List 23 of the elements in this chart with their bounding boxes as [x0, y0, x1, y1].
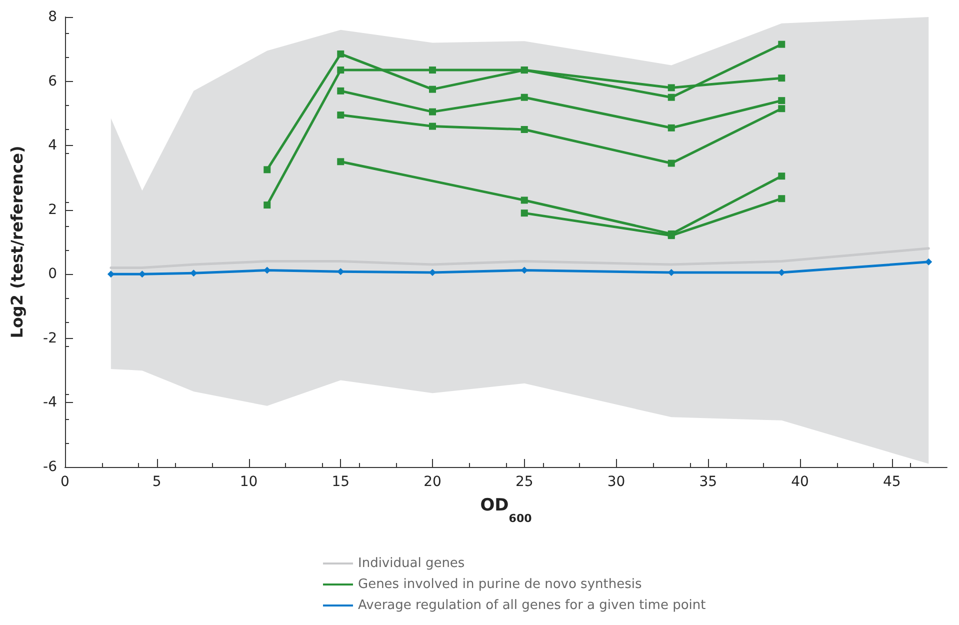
x-axis-title: OD600 [480, 496, 532, 525]
x-tick-label: 10 [240, 474, 258, 490]
y-tick-label: 6 [48, 73, 58, 90]
y-tick-label: -2 [43, 330, 57, 346]
x-tick-label: 35 [699, 474, 718, 490]
y-tick-label: -6 [43, 459, 58, 475]
x-tick-label: 0 [60, 474, 70, 490]
x-tick-label: 30 [607, 474, 626, 490]
x-tick-label: 20 [424, 474, 442, 490]
y-tick-label: -4 [43, 394, 58, 411]
legend-label: Individual genes [358, 556, 465, 571]
x-tick-label: 40 [791, 474, 809, 490]
y-tick-label: 4 [48, 138, 58, 154]
legend-label: Genes involved in purine de novo synthesis [358, 577, 642, 592]
y-tick-label: 8 [48, 9, 57, 25]
x-tick-label: 45 [882, 474, 901, 490]
legend-label: Average regulation of all genes for a given time point [358, 598, 706, 613]
x-tick-label: 5 [152, 474, 162, 490]
y-tick-label: 2 [48, 202, 57, 218]
y-tick-label: 0 [48, 266, 57, 282]
y-axis-title: Log2 (test/reference) [8, 146, 26, 338]
x-tick-label: 25 [515, 474, 534, 490]
x-tick-label: 15 [332, 474, 350, 490]
